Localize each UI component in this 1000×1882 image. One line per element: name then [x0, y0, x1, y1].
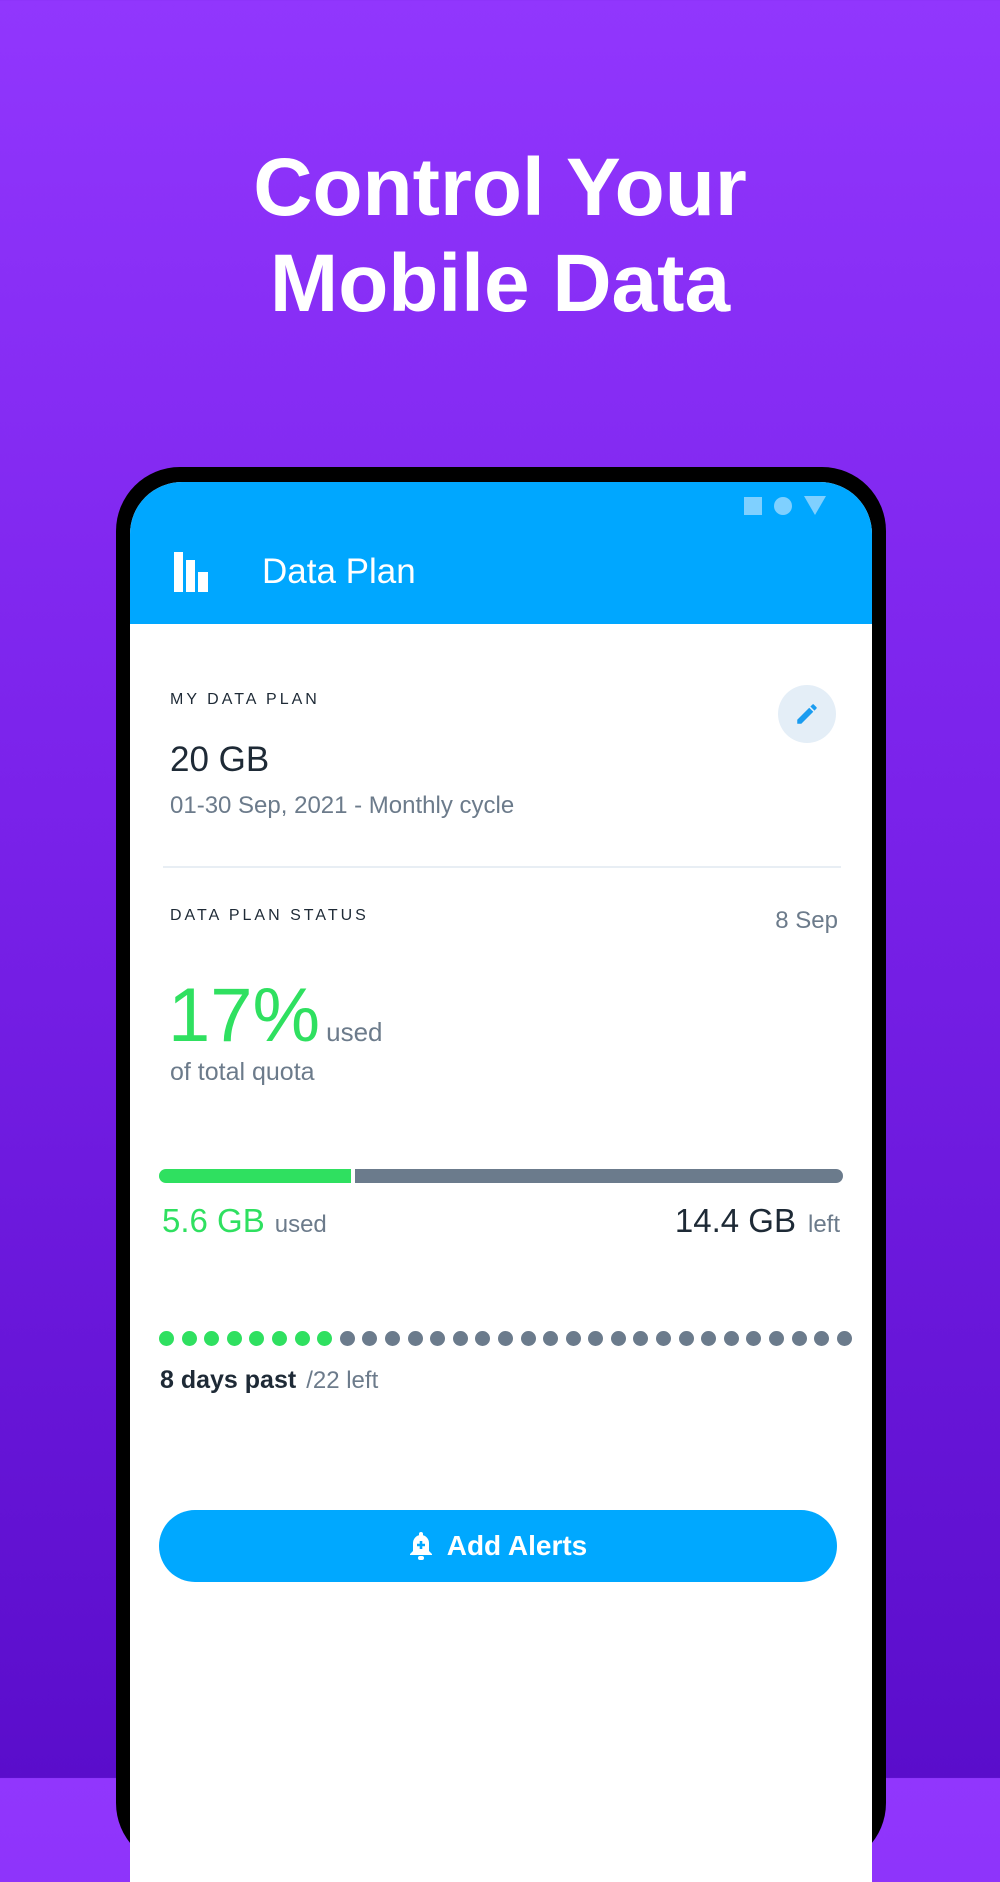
day-dot-remaining	[384, 1331, 400, 1346]
app-bar: Data Plan	[130, 482, 872, 624]
day-dot-remaining	[701, 1331, 717, 1346]
usage-bar-used	[159, 1169, 351, 1183]
triangle-icon	[804, 496, 826, 515]
day-dot-remaining	[543, 1331, 559, 1346]
usage-progress-bar	[159, 1169, 843, 1183]
day-dot-past	[294, 1331, 310, 1346]
percent-used: 17%	[168, 973, 321, 1058]
day-dot-remaining	[520, 1331, 536, 1346]
add-alerts-button[interactable]: Add Alerts	[159, 1510, 837, 1582]
day-dot-remaining	[588, 1331, 604, 1346]
day-dot-remaining	[678, 1331, 694, 1346]
day-dot-past	[159, 1331, 174, 1346]
plan-amount: 20 GB	[170, 740, 270, 779]
day-dot-remaining	[407, 1331, 423, 1346]
day-dot-remaining	[814, 1331, 830, 1346]
days-left: /22 left	[306, 1367, 379, 1394]
hero-line-1: Control Your	[253, 142, 747, 233]
days-dots	[159, 1331, 852, 1346]
my-data-plan-label: MY DATA PLAN	[170, 691, 320, 708]
day-dot-remaining	[791, 1331, 807, 1346]
hero-line-2: Mobile Data	[269, 238, 731, 329]
usage-bar-left	[354, 1169, 843, 1183]
day-dot-remaining	[475, 1331, 491, 1346]
add-alerts-label: Add Alerts	[446, 1530, 588, 1561]
day-dot-remaining	[836, 1331, 852, 1346]
day-dot-remaining	[723, 1331, 739, 1346]
day-dot-past	[271, 1331, 287, 1346]
day-dot-past	[181, 1331, 197, 1346]
day-dot-remaining	[633, 1331, 649, 1346]
status-bar	[744, 496, 826, 515]
phone-screen: Data Plan MY DATA PLAN 20 GB 01-30 Sep, …	[130, 482, 872, 1882]
app-title: Data Plan	[262, 552, 416, 591]
status-date: 8 Sep	[775, 907, 838, 934]
percent-used-suffix: used	[326, 1017, 383, 1047]
pencil-icon	[797, 704, 817, 724]
left-value: 14.4 GB	[674, 1202, 796, 1239]
bell-plus-icon	[409, 1532, 432, 1560]
circle-icon	[774, 496, 792, 515]
day-dot-remaining	[565, 1331, 581, 1346]
square-icon	[744, 496, 762, 515]
days-past: 8 days past	[160, 1366, 297, 1394]
day-dot-past	[226, 1331, 242, 1346]
day-dot-remaining	[362, 1331, 378, 1346]
data-plan-status-label: DATA PLAN STATUS	[170, 907, 369, 924]
used-value: 5.6 GB	[162, 1202, 265, 1239]
day-dot-remaining	[497, 1331, 513, 1346]
day-dot-remaining	[610, 1331, 626, 1346]
hero-title: Control Your Mobile Data	[0, 140, 1000, 332]
used-label: used	[274, 1211, 327, 1238]
edit-plan-button[interactable]	[778, 685, 836, 743]
percent-caption: of total quota	[170, 1058, 315, 1086]
day-dot-remaining	[656, 1331, 672, 1346]
day-dot-past	[317, 1331, 333, 1346]
day-dot-past	[204, 1331, 220, 1346]
day-dot-remaining	[430, 1331, 446, 1346]
day-dot-remaining	[769, 1331, 785, 1346]
day-dot-remaining	[746, 1331, 762, 1346]
day-dot-remaining	[339, 1331, 355, 1346]
divider	[163, 866, 841, 868]
day-dot-remaining	[452, 1331, 468, 1346]
day-dot-past	[249, 1331, 265, 1346]
left-label: left	[807, 1211, 840, 1238]
plan-cycle: 01-30 Sep, 2021 - Monthly cycle	[170, 792, 515, 819]
bar-chart-icon	[174, 552, 208, 592]
